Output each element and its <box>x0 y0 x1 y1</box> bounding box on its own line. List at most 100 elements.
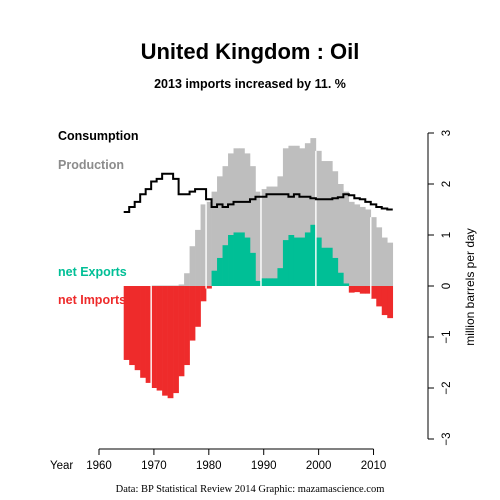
production-bar-1980 <box>206 201 212 286</box>
production-bar-1985 <box>233 148 240 286</box>
y-tick-label--2: −2 <box>441 381 453 394</box>
net-imports-bar-1976 <box>184 286 190 366</box>
production-bar-1988 <box>249 166 256 286</box>
net-exports-bar-1982 <box>217 257 223 286</box>
net-exports-bar-2005 <box>343 283 350 286</box>
net-exports-bar-1988 <box>249 252 256 286</box>
y-tick-label-0: 0 <box>441 283 453 289</box>
y-axis: 3 2 1 0 −1 −2 −3 <box>427 130 453 446</box>
production-bar-1982 <box>217 176 223 286</box>
net-imports-bar-1971 <box>156 286 163 391</box>
chart-subtitle: 2013 imports increased by 11. % <box>154 77 346 91</box>
y-tick-label-1: 1 <box>441 232 453 238</box>
net-imports-bar-2008 <box>359 286 366 294</box>
production-bar-1976 <box>184 273 190 286</box>
x-axis-label: Year <box>50 460 73 472</box>
net-imports-bars <box>123 286 394 399</box>
net-exports-bar-2000 <box>315 237 322 286</box>
net-exports-bars <box>211 224 350 286</box>
production-bar-2005 <box>343 191 350 286</box>
production-bars <box>151 138 394 286</box>
net-imports-bar-2006 <box>348 286 355 293</box>
net-exports-bar-1994 <box>282 240 289 286</box>
production-bar-1979 <box>200 204 207 286</box>
net-imports-bar-1980 <box>206 286 212 289</box>
production-bar-1998 <box>304 143 311 286</box>
net-exports-bar-1998 <box>304 232 311 286</box>
x-tick-label-2000: 2000 <box>306 460 332 472</box>
production-bar-1990 <box>260 189 267 286</box>
production-bar-2008 <box>359 206 366 286</box>
x-tick-label-1960: 1960 <box>86 460 112 472</box>
production-bar-1992 <box>271 186 278 286</box>
consumption-line <box>123 172 393 214</box>
net-imports-bar-1967 <box>134 286 141 371</box>
production-bar-1973 <box>167 285 174 286</box>
net-exports-bar-2004 <box>337 272 344 286</box>
net-imports-bar-1968 <box>140 286 146 378</box>
net-imports-bar-2013 <box>387 286 394 319</box>
net-exports-bar-1986 <box>239 232 245 286</box>
production-bar-2009 <box>365 209 372 286</box>
legend-net-imports: net Imports <box>58 293 126 307</box>
x-tick-label-1970: 1970 <box>141 460 167 472</box>
net-exports-bar-1983 <box>222 245 229 286</box>
production-bar-1971 <box>156 285 163 286</box>
net-exports-bar-1990 <box>260 278 267 286</box>
net-exports-bar-1995 <box>288 235 295 286</box>
production-bar-1977 <box>189 246 196 286</box>
net-exports-bar-1992 <box>271 278 278 286</box>
production-bar-1981 <box>211 191 218 286</box>
net-imports-bar-2012 <box>381 286 388 316</box>
production-bar-1989 <box>255 191 262 286</box>
production-bar-1994 <box>282 148 289 286</box>
x-tick-label-2010: 2010 <box>361 460 387 472</box>
production-bar-1987 <box>244 153 251 286</box>
production-bar-2003 <box>332 171 339 286</box>
production-bar-2013 <box>387 242 394 286</box>
net-exports-bar-1999 <box>310 224 317 286</box>
net-imports-bar-1973 <box>167 286 174 399</box>
net-imports-bar-1965 <box>123 286 130 360</box>
net-exports-bar-1991 <box>266 278 273 286</box>
x-axis: 1960 1970 1980 1990 2000 2010 <box>86 448 387 472</box>
production-bar-2001 <box>321 161 328 286</box>
net-imports-bar-2011 <box>376 286 383 307</box>
net-imports-bar-1974 <box>173 286 179 394</box>
y-tick-label--3: −3 <box>441 432 453 445</box>
production-bar-1970 <box>151 285 157 286</box>
y-axis-label: million barrels per day <box>463 228 477 345</box>
net-exports-bar-2002 <box>326 247 333 286</box>
net-exports-bar-2001 <box>321 247 328 286</box>
net-exports-bar-2003 <box>332 257 339 286</box>
production-bar-2007 <box>354 204 361 286</box>
production-bar-2010 <box>370 217 377 286</box>
production-bar-1995 <box>288 145 295 286</box>
production-bar-1993 <box>277 176 284 286</box>
production-bar-2000 <box>315 150 322 286</box>
net-exports-bar-1993 <box>277 268 284 286</box>
production-bar-1991 <box>266 186 273 286</box>
net-imports-bar-1970 <box>151 286 157 388</box>
y-tick-label--1: −1 <box>441 330 453 343</box>
y-tick-label-2: 2 <box>441 181 453 187</box>
net-exports-bar-1985 <box>233 232 240 286</box>
production-bar-2002 <box>326 161 333 286</box>
production-bar-2012 <box>381 237 388 286</box>
net-imports-bar-2007 <box>354 286 361 293</box>
net-exports-bar-1987 <box>244 237 251 286</box>
legend-net-exports: net Exports <box>58 265 127 279</box>
net-imports-bar-1977 <box>189 286 196 341</box>
production-bar-2011 <box>376 227 383 286</box>
net-exports-bar-1989 <box>255 280 262 286</box>
net-imports-bar-1966 <box>129 286 135 366</box>
production-bar-1997 <box>299 148 306 286</box>
net-exports-bar-1997 <box>299 237 306 286</box>
x-tick-label-1980: 1980 <box>196 460 222 472</box>
legend-consumption: Consumption <box>58 129 139 143</box>
chart-title: United Kingdom : Oil <box>141 39 360 64</box>
production-bar-2004 <box>337 184 344 286</box>
production-bar-1972 <box>162 285 168 286</box>
production-bar-1984 <box>228 153 234 286</box>
